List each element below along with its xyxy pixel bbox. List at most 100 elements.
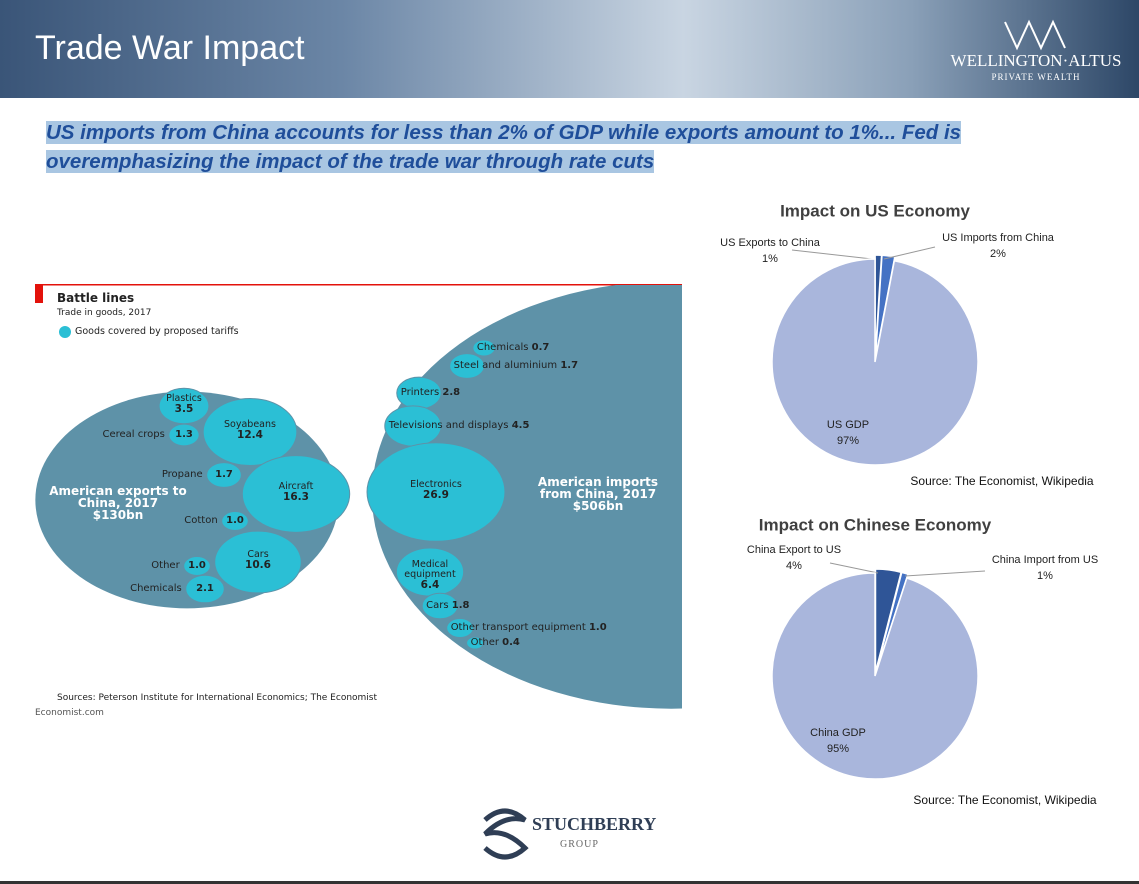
bubble-area	[35, 285, 682, 709]
bubble	[202, 398, 298, 466]
value-label: 1.0	[226, 515, 244, 526]
value-label: 1.3	[175, 429, 193, 440]
category-label-box: Cotton	[98, 515, 218, 527]
value-label: 0.7	[531, 342, 550, 353]
total-value-label: $130bn	[92, 508, 144, 522]
chart-subtitle: Trade in goods, 2017	[57, 308, 152, 318]
value-label: 3.5	[174, 403, 194, 415]
category-label: Soyabeans	[224, 419, 276, 430]
slide-title: Trade War Impact	[35, 29, 305, 67]
bubble-label: Televisions and displays 4.5	[389, 420, 530, 432]
category-label: China Import from US	[992, 554, 1098, 566]
category-label: Cars	[247, 549, 269, 560]
leader-line	[904, 570, 986, 577]
bubble	[214, 530, 302, 594]
category-label-box: Propane	[83, 469, 203, 481]
credit-text: Economist.com	[35, 708, 104, 718]
chart-title: Battle lines	[57, 291, 135, 305]
category-label: Printers	[400, 387, 440, 398]
footer-logo: STUCHBERRY	[532, 814, 656, 834]
bubble	[449, 353, 485, 379]
category-label: Cotton	[184, 515, 218, 526]
value-label: 4.5	[511, 420, 530, 431]
value-label-box: 1.0	[215, 515, 255, 527]
bubble-label: Plastics 3.5	[159, 393, 209, 415]
bubble	[183, 556, 211, 576]
source: Sources: Peterson Institute for Internat…	[57, 692, 377, 704]
value-label-box: 1.7	[204, 469, 244, 481]
value-label: 12.4	[237, 429, 263, 441]
bubble-label: Cars 1.8	[426, 600, 469, 612]
bubble-label: Electronics 26.9	[367, 479, 505, 501]
bubble	[472, 339, 496, 357]
pie-area: Impact on US Economy US Exports to China 1…	[720, 201, 1098, 807]
leader-line	[829, 562, 879, 574]
category-label: Chemicals	[130, 583, 182, 594]
value-label: 1%	[1037, 570, 1053, 582]
source: Source: The Economist, Wikipedia	[910, 474, 1094, 488]
value-label-box: 1.0	[177, 560, 217, 572]
bubble	[446, 618, 474, 638]
value-label: 1.8	[451, 600, 470, 611]
category-label: Plastics	[166, 393, 202, 404]
category-label: US Exports to China	[720, 237, 821, 249]
source-text: Sources: Peterson Institute for Internat…	[57, 693, 378, 703]
bubble-label: Aircraft 16.3	[242, 481, 349, 503]
category-label: Propane	[161, 469, 203, 480]
logo-sub: PRIVATE WEALTH	[991, 72, 1080, 82]
bubble	[168, 423, 200, 447]
value-label: 1.7	[215, 469, 233, 480]
category-label-box: Chemicals	[62, 583, 182, 595]
value-label: 2%	[990, 248, 1006, 260]
headline: US imports from China accounts for less …	[46, 118, 1096, 176]
total-label: American imports from China, 2017 $506bn	[523, 476, 673, 512]
category-label: US Imports from China	[942, 232, 1055, 244]
panel-title: Battle lines	[57, 292, 134, 304]
category-label: China GDP	[810, 727, 866, 739]
value-label: 1.0	[588, 622, 607, 633]
value-label: 1.0	[188, 560, 206, 571]
chart-title: Impact on Chinese Economy	[759, 515, 992, 534]
value-label: 16.3	[283, 491, 309, 503]
legend-swatch	[59, 326, 71, 338]
category-label: Chemicals	[476, 342, 529, 353]
footer-rule	[0, 881, 1139, 884]
legend: Goods covered by proposed tariffs	[75, 326, 239, 338]
category-label-box: Cereal crops	[45, 429, 164, 441]
logo-mark	[1004, 19, 1066, 51]
footer-logo-mark	[483, 808, 529, 860]
value-label: 0.4	[502, 637, 520, 648]
bubble	[185, 574, 225, 604]
category-label: Other	[151, 560, 180, 571]
category-label: Other transport equipment	[450, 622, 586, 633]
category-label: Electronics	[410, 479, 462, 490]
chart-title: Impact on US Economy	[780, 201, 970, 220]
bubble	[206, 462, 242, 488]
total-label: American exports to China, 2017 $130bn	[43, 485, 193, 521]
leader-line	[883, 246, 936, 260]
bubble	[366, 442, 506, 542]
bubble-label: Cars 10.6	[215, 549, 302, 571]
bubble	[466, 636, 484, 650]
credit: Economist.com	[35, 707, 104, 719]
panel-tag	[35, 285, 43, 303]
footer-logo-sub: GROUP	[560, 839, 599, 850]
logo: WELLINGTON·ALTUS	[951, 51, 1122, 70]
category-label: Other	[470, 637, 499, 648]
category-label: Cars	[426, 600, 449, 611]
bubble	[421, 592, 459, 620]
category-label: Aircraft	[278, 481, 314, 492]
total-value-label: $506bn	[572, 499, 624, 513]
bubble	[241, 455, 351, 533]
series-name: American imports from China, 2017	[537, 475, 659, 501]
pie-slice	[771, 258, 979, 466]
pie-slice	[771, 572, 979, 780]
category-label: US GDP	[827, 419, 869, 431]
value-label: 95%	[827, 743, 849, 755]
value-label: 2.8	[442, 387, 461, 398]
bubble-label: Printers 2.8	[401, 387, 460, 399]
value-label: 26.9	[423, 489, 449, 501]
value-label-box: 1.3	[164, 429, 204, 441]
